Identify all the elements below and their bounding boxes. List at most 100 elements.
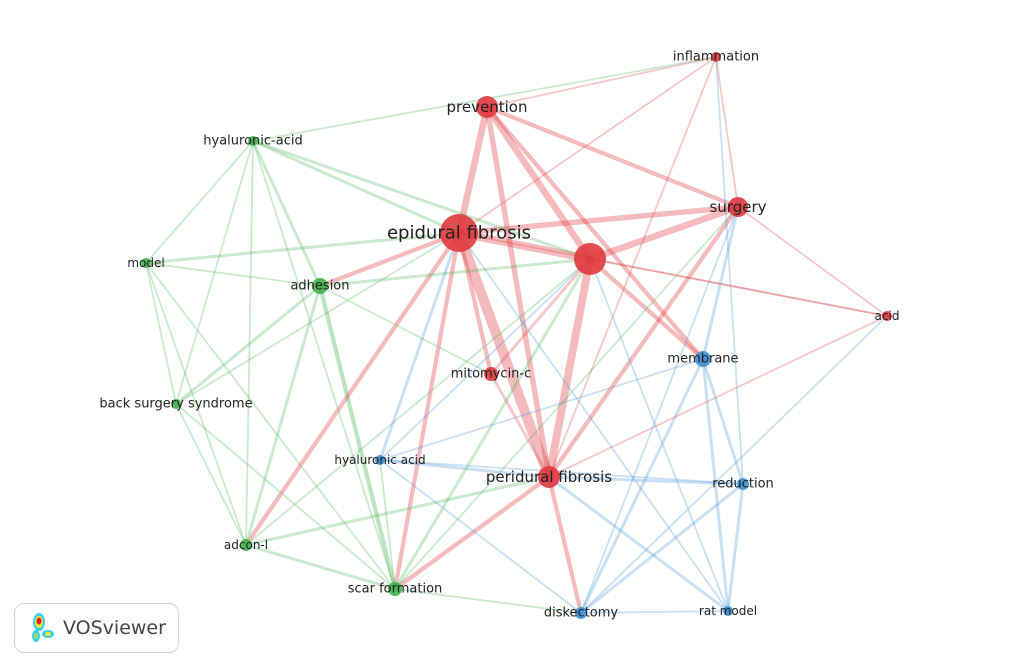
nodes-layer: [141, 52, 892, 619]
link: [319, 285, 492, 375]
link: [587, 256, 706, 362]
node-label[interactable]: membrane: [667, 352, 738, 367]
link: [580, 206, 739, 614]
link: [251, 139, 461, 235]
link: [145, 262, 247, 546]
links-layer: [144, 56, 888, 616]
node[interactable]: [575, 607, 587, 619]
node-label[interactable]: back surgery syndrome: [99, 397, 252, 412]
link: [456, 230, 494, 377]
link: [547, 475, 730, 613]
node[interactable]: [484, 367, 498, 381]
node[interactable]: [240, 539, 252, 551]
node-label[interactable]: reduction: [712, 477, 774, 492]
link: [545, 255, 594, 481]
link: [484, 104, 552, 480]
link: [546, 204, 741, 480]
link: [547, 475, 745, 486]
link: [175, 140, 254, 405]
link: [484, 104, 706, 362]
node-label[interactable]: prevention: [447, 98, 528, 116]
node[interactable]: [882, 311, 892, 321]
node[interactable]: [538, 466, 560, 488]
link: [145, 262, 396, 590]
link: [244, 475, 551, 547]
link: [453, 227, 555, 483]
link: [701, 357, 730, 613]
link: [486, 56, 717, 108]
link: [586, 203, 742, 263]
link: [579, 482, 745, 615]
node[interactable]: [248, 136, 258, 146]
link: [245, 140, 254, 546]
link: [737, 206, 888, 317]
link: [243, 230, 462, 548]
node-label[interactable]: hyaluronic acid: [334, 453, 425, 467]
node[interactable]: [312, 278, 328, 294]
link: [456, 204, 741, 236]
link: [175, 403, 396, 590]
vosviewer-logo[interactable]: VOSviewer: [14, 603, 179, 653]
link: [379, 258, 591, 461]
link: [589, 258, 888, 317]
node[interactable]: [737, 478, 749, 490]
node-label[interactable]: adhesion: [290, 279, 349, 294]
link: [145, 140, 254, 264]
link: [458, 232, 888, 317]
link: [174, 284, 322, 406]
labels-layer: inflammation prevention hyaluronic-acid sur…: [99, 50, 899, 621]
node-label[interactable]: surgery: [709, 198, 766, 216]
link: [175, 232, 460, 405]
node-label[interactable]: diskectomy: [544, 606, 619, 621]
link: [244, 543, 397, 591]
link: [145, 262, 321, 287]
node-label[interactable]: model: [127, 256, 164, 270]
link: [548, 56, 717, 478]
link: [548, 315, 888, 478]
link: [701, 357, 745, 486]
vosviewer-logo-icon: [32, 613, 54, 642]
link: [245, 258, 591, 546]
node-label[interactable]: hyaluronic-acid: [203, 134, 302, 149]
node-label[interactable]: peridural fibrosis: [486, 468, 612, 486]
link: [393, 257, 592, 591]
node-label[interactable]: mitomycin-c: [451, 367, 532, 382]
node[interactable]: [723, 606, 733, 616]
node[interactable]: [711, 52, 721, 62]
link: [378, 458, 551, 479]
link: [175, 403, 247, 546]
node[interactable]: [171, 399, 181, 409]
link: [379, 358, 704, 461]
link: [252, 140, 396, 590]
link: [489, 372, 551, 479]
node-label[interactable]: epidural fibrosis: [387, 223, 531, 244]
node[interactable]: [728, 197, 748, 217]
link: [455, 103, 491, 237]
node-label[interactable]: adcon-l: [224, 538, 268, 552]
link: [455, 229, 594, 263]
link: [715, 56, 744, 485]
node[interactable]: [440, 214, 478, 252]
link: [484, 104, 741, 210]
node-label[interactable]: scar formation: [348, 582, 443, 597]
link: [715, 56, 739, 208]
link: [701, 205, 740, 361]
link: [394, 588, 582, 614]
node-label[interactable]: acid: [875, 309, 900, 323]
node[interactable]: [375, 455, 385, 465]
link: [379, 459, 396, 590]
node[interactable]: [695, 351, 711, 367]
link: [317, 230, 462, 289]
link: [379, 459, 744, 485]
link: [458, 56, 717, 234]
link: [579, 357, 705, 615]
link: [394, 206, 739, 590]
link: [489, 257, 592, 376]
node-label[interactable]: inflammation: [673, 50, 759, 65]
node[interactable]: [476, 96, 498, 118]
node[interactable]: [141, 258, 151, 268]
node[interactable]: [574, 243, 606, 275]
node[interactable]: [388, 582, 402, 596]
node-label[interactable]: rat model: [699, 604, 757, 618]
